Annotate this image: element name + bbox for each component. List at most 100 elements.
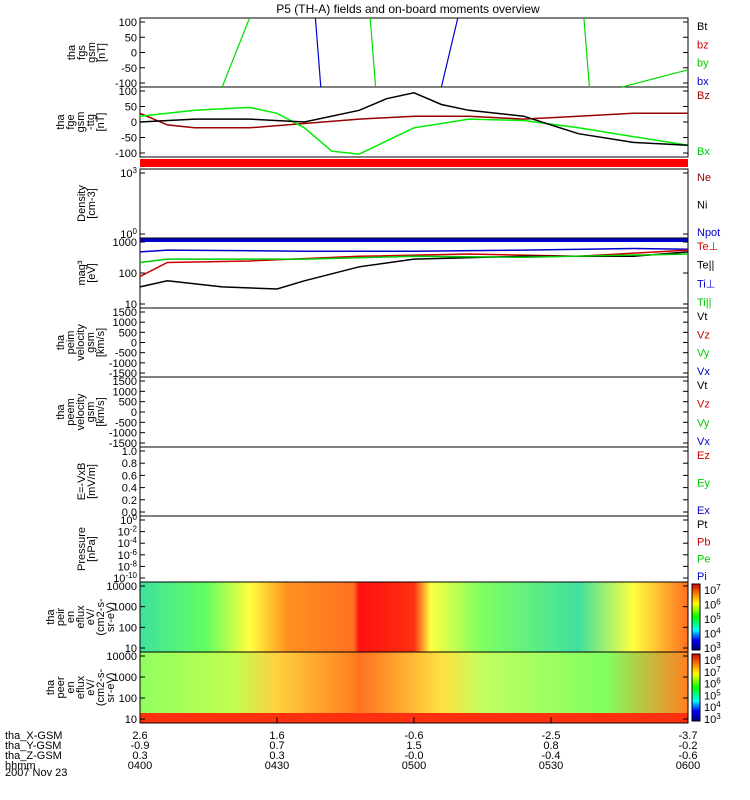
ytick-label: -50 (121, 133, 137, 145)
ytick-label: -1000 (109, 428, 137, 440)
ylabel-line: [km/s] (95, 397, 107, 426)
ylabel-line: E=-VxB (76, 463, 88, 501)
xaxis-value: 0530 (539, 760, 563, 772)
ytick-label: 100 (119, 17, 137, 29)
legend-entry: bz (697, 39, 709, 51)
xaxis-value: 0400 (128, 760, 152, 772)
figure-title: P5 (TH-A) fields and on-board moments ov… (276, 2, 540, 16)
legend-entry: Ti⊥ (697, 278, 715, 290)
ytick-label: -500 (115, 417, 137, 429)
xaxis-value: -0.4 (542, 750, 561, 762)
legend-entry: Vy (697, 348, 710, 360)
ylabel-line: gsm (86, 42, 98, 63)
ytick-label: 10-4 (118, 536, 138, 550)
series-by (369, 17, 377, 88)
ylabel-line: [nPa] (86, 536, 98, 562)
traces-temp (139, 247, 689, 290)
ytick-label: 103 (120, 166, 137, 180)
x-axis-annotation: tha_X-GSM 2.6 1.6 -0.6 -2.5 -3.7 tha_Y-GSM -0.9… (5, 717, 700, 772)
ytick-label: 500 (119, 327, 137, 339)
ytick-label: 1000 (113, 237, 137, 249)
ylabel-line: mag³ (76, 260, 88, 285)
colorbar-label: 106 (704, 677, 721, 691)
colorbar-peer (691, 653, 701, 722)
series-by (221, 17, 251, 88)
ylabel-line: Pressure (76, 527, 88, 571)
panel-temp: 1000 100 10 mag³[eV] Te⊥ Te|| Ti⊥ Ti|| (76, 237, 718, 311)
ytick-label: -50 (121, 63, 137, 75)
ytick-label: 10000 (106, 651, 137, 663)
legend-entry: Ex (697, 505, 710, 517)
ytick-label: 10-6 (118, 548, 138, 562)
legend-entry: Vt (697, 311, 707, 323)
fge-quality-bar (140, 159, 688, 167)
ytick-label: 100 (119, 622, 137, 634)
ylabel-line: sr-eV) (105, 673, 117, 703)
ytick-label: -100 (115, 78, 137, 90)
panels-group: 100500-50-100thafgsgsm[nT]Btbzbybx100500… (45, 17, 721, 726)
xaxis-value: 0600 (676, 760, 700, 772)
xaxis-row-label: hhmm (5, 760, 36, 772)
colorbar-label: 105 (704, 688, 721, 702)
ylabel-line: eflux (75, 675, 87, 699)
ytick-label: 10 (125, 643, 137, 655)
xaxis-row-label: tha_Y-GSM (5, 740, 61, 752)
legend-entry: Npot (697, 227, 720, 239)
panel-frame-pressure (139, 515, 689, 583)
xaxis-value: 0.3 (269, 750, 284, 762)
series-by (622, 69, 689, 88)
ytick-label: 0.8 (122, 458, 137, 470)
legend-entry: Vx (697, 366, 710, 378)
ylabel-line: velocity (75, 324, 87, 361)
ylabel-line: gsm (85, 402, 97, 423)
traces-fge (139, 92, 689, 155)
ylabel-line: [nT] (95, 113, 107, 132)
legend-entry: Vz (697, 399, 710, 411)
panel-frame-fgs (139, 17, 689, 88)
colorbar-label: 103 (704, 641, 721, 655)
date-label: 2007 Nov 23 (5, 767, 67, 779)
xaxis-value: 0.3 (132, 750, 147, 762)
panel-frame-efield (139, 446, 689, 517)
legend-entry: Ez (697, 450, 710, 462)
ylabel-line: tha (45, 608, 57, 624)
ylabel-line: eV/ (85, 678, 97, 695)
ytick-label: 10-8 (118, 559, 138, 573)
ylabel-line: peem (65, 398, 77, 426)
ytick-label: 10 (125, 714, 137, 726)
ylabel-line: peer (55, 676, 67, 698)
ylabel-line: (cm2-s- (95, 598, 107, 636)
legend-entry: Ni (697, 200, 707, 212)
ylabel-line: eflux (75, 605, 87, 629)
ytick-label: 10 (125, 299, 137, 311)
ylabel-line: gsm (75, 112, 87, 133)
ylabel-line: fge (65, 114, 77, 129)
ytick-label: -1000 (109, 358, 137, 370)
legend-entry: Pi (697, 571, 707, 583)
legend-entry: by (697, 58, 709, 70)
legend-entry: Te|| (697, 260, 714, 272)
colorbar-label: 107 (704, 583, 721, 597)
ytick-label: 500 (119, 397, 137, 409)
ylabel-line: sr-eV) (105, 602, 117, 632)
ytick-label: 1000 (113, 602, 137, 614)
ylabel-line: eV/ (85, 608, 97, 625)
legend-entry: Pe (697, 554, 710, 566)
ytick-label: -1500 (109, 368, 137, 380)
legend-entry: Te⊥ (697, 241, 718, 253)
peer-spectrogram (140, 652, 688, 723)
xaxis-value: -0.9 (131, 740, 150, 752)
ylabel-line: [cm-3] (86, 188, 98, 219)
series-Ti⊥ (139, 247, 689, 253)
ytick-label: 100 (120, 227, 137, 241)
legend-entry: Bx (697, 146, 710, 158)
colorbar-label: 103 (704, 712, 721, 726)
xaxis-value: 1.6 (269, 730, 284, 742)
temp-npot-bar (140, 238, 688, 242)
legend-entry: Pb (697, 536, 710, 548)
ytick-label: 50 (125, 32, 137, 44)
legend-entry: Bt (697, 21, 707, 33)
peir-spectrogram (140, 582, 688, 652)
xaxis-value: 0430 (265, 760, 289, 772)
